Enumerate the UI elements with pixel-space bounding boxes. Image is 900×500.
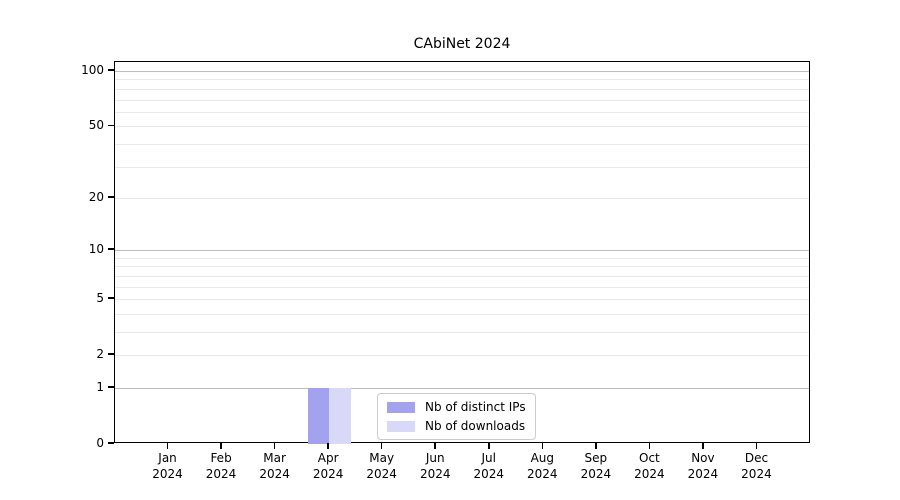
x-tick-label: Sep 2024	[580, 451, 612, 481]
y-tick	[108, 353, 114, 355]
x-tick-label: Jan 2024	[152, 451, 183, 481]
y-tick-label: 10	[88, 242, 104, 257]
x-tick	[702, 443, 704, 449]
x-tick-label: Oct 2024	[634, 451, 665, 481]
bar-distinct-ips	[307, 387, 330, 444]
bar-downloads	[329, 387, 351, 444]
y-tick-label: 2	[96, 347, 104, 362]
x-tick	[648, 443, 651, 449]
legend-swatch	[387, 420, 415, 432]
x-tick-label: Dec 2024	[741, 451, 772, 481]
y-tick-label: 0	[96, 436, 104, 450]
y-grid-line-minor	[115, 197, 809, 199]
y-tick	[108, 297, 114, 299]
x-tick-label: Apr 2024	[312, 451, 344, 481]
y-grid-line-major	[115, 250, 809, 252]
x-tick	[488, 443, 490, 449]
y-grid-line-minor	[115, 286, 809, 288]
x-tick	[166, 443, 169, 449]
y-grid-line-minor	[115, 266, 809, 268]
y-grid-line-minor	[115, 143, 809, 145]
legend-item: Nb of downloads	[387, 419, 526, 433]
x-tick-label: Aug 2024	[527, 451, 558, 481]
y-grid-line-minor	[115, 275, 809, 277]
y-grid-line-minor	[115, 99, 809, 101]
y-grid-line-minor	[115, 88, 809, 90]
x-tick-label: May 2024	[366, 451, 397, 481]
y-tick	[108, 196, 114, 198]
x-tick	[595, 443, 597, 449]
x-tick	[220, 443, 222, 449]
y-grid-line-major	[115, 71, 809, 73]
legend: Nb of distinct IPs Nb of downloads	[377, 393, 536, 440]
y-tick-label: 1	[96, 379, 104, 394]
x-tick-label: Mar 2024	[259, 451, 290, 481]
y-tick	[108, 124, 114, 127]
y-tick	[108, 248, 114, 250]
y-grid-line-minor	[115, 299, 809, 301]
y-tick-label: 50	[88, 118, 104, 133]
x-tick	[434, 443, 436, 449]
legend-swatch	[387, 401, 415, 413]
y-tick	[108, 69, 114, 71]
y-grid-line-minor	[115, 257, 809, 259]
x-tick	[327, 443, 329, 449]
y-grid-line-minor	[115, 313, 809, 315]
y-tick	[108, 386, 114, 388]
legend-label: Nb of downloads	[425, 419, 526, 433]
x-tick	[755, 443, 758, 449]
y-grid-line-major	[115, 387, 809, 389]
y-grid-line-minor	[115, 355, 809, 357]
y-grid-line-minor	[115, 111, 809, 113]
y-tick-label: 100	[81, 63, 104, 78]
x-tick	[380, 443, 383, 449]
x-tick-label: Nov 2024	[687, 451, 719, 481]
plot-area: Nb of distinct IPs Nb of downloads	[114, 61, 810, 444]
y-grid-line-minor	[115, 126, 809, 128]
y-grid-line-minor	[115, 166, 809, 168]
x-tick-label: Jul 2024	[473, 451, 505, 481]
y-grid-line-minor	[115, 331, 809, 333]
x-tick-label: Jun 2024	[419, 451, 451, 481]
x-tick-label: Feb 2024	[205, 451, 237, 481]
x-tick	[273, 443, 276, 449]
y-tick-label: 5	[96, 291, 104, 306]
y-tick	[108, 442, 114, 444]
x-tick	[541, 443, 544, 449]
legend-item: Nb of distinct IPs	[387, 400, 526, 414]
y-tick-label: 20	[88, 189, 104, 204]
chart-title: CAbiNet 2024	[413, 36, 511, 52]
y-grid-line-minor	[115, 79, 809, 81]
legend-label: Nb of distinct IPs	[425, 400, 526, 414]
